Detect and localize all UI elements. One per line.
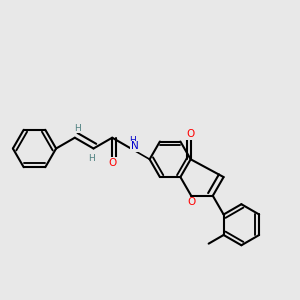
Text: O: O [187, 197, 195, 207]
Text: H: H [129, 136, 136, 145]
Text: H: H [88, 154, 94, 163]
Text: H: H [74, 124, 81, 133]
Text: O: O [187, 130, 195, 140]
Text: N: N [130, 141, 138, 151]
Text: O: O [108, 158, 116, 167]
